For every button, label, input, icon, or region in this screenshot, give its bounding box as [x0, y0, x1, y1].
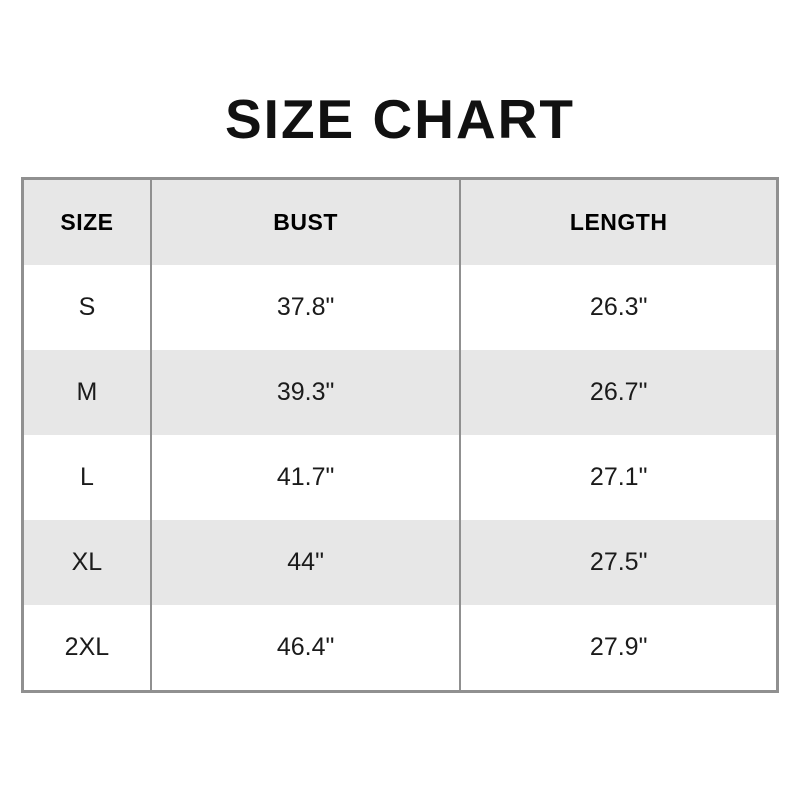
column-header-length: LENGTH	[459, 178, 778, 265]
bust-cell: 41.7"	[149, 435, 461, 520]
table-row-s: S 37.8" 26.3"	[23, 265, 778, 350]
size-cell: 2XL	[64, 633, 110, 661]
column-header-size: SIZE	[60, 209, 114, 235]
table-row-m: M 39.3" 26.7"	[22, 350, 778, 435]
column-header-bust: BUST	[149, 178, 461, 265]
bust-cell: 37.8"	[149, 265, 461, 350]
table-row-xl: XL 44" 27.5"	[22, 520, 778, 605]
size-chart-table: SIZE BUST LENGTH S 37.8" 26.3" M 39.3" 2…	[21, 177, 779, 693]
size-cell: S	[78, 293, 96, 321]
size-cell: XL	[71, 548, 103, 576]
bust-cell: 44"	[149, 520, 461, 605]
length-cell: 27.5"	[459, 520, 778, 605]
page-title: SIZE CHART	[225, 88, 575, 150]
size-cell: L	[79, 463, 94, 491]
length-cell: 26.3"	[459, 265, 778, 350]
table-row-2xl: 2XL 46.4" 27.9"	[23, 605, 778, 692]
table-row-l: L 41.7" 27.1"	[23, 435, 778, 520]
length-cell: 27.1"	[459, 435, 778, 520]
length-cell: 26.7"	[459, 350, 778, 435]
length-cell: 27.9"	[459, 605, 778, 692]
bust-cell: 46.4"	[149, 605, 461, 692]
size-cell: M	[76, 378, 98, 406]
bust-cell: 39.3"	[149, 350, 461, 435]
table-header-row: SIZE BUST LENGTH	[22, 178, 778, 265]
